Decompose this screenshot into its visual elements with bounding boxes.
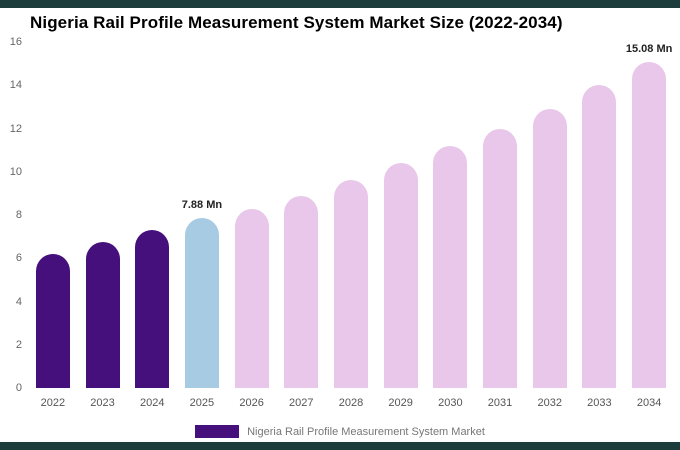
x-axis-label-2034: 2034 <box>636 397 662 409</box>
x-axis-label-2033: 2033 <box>587 397 612 409</box>
data-label-2025: 7.88 Mn <box>181 198 223 211</box>
bar-2022 <box>35 253 70 388</box>
bar-2023 <box>85 242 120 388</box>
legend-label: Nigeria Rail Profile Measurement System … <box>247 425 485 438</box>
plot-area: 2022 2023 2024 2025 7.88 Mn 2026 2027 2028 2029 2… <box>28 42 674 409</box>
y-tick-label: 8 <box>15 209 22 221</box>
bar-column-2027: 2027 <box>276 42 326 409</box>
bar-2027 <box>284 195 319 388</box>
x-axis-label-2028: 2028 <box>338 397 364 409</box>
bar-column-2025: 2025 7.88 Mn <box>177 42 227 409</box>
bar-column-2030: 2030 <box>426 42 476 409</box>
legend: Nigeria Rail Profile Measurement System … <box>0 425 680 438</box>
x-axis-label-2023: 2023 <box>90 397 115 409</box>
top-border-strip <box>0 0 680 8</box>
bar-column-2033: 2033 <box>575 42 625 409</box>
x-axis-label-2027: 2027 <box>289 397 314 409</box>
bar-2031 <box>483 128 518 388</box>
bar-column-2031: 2031 <box>475 42 525 409</box>
y-tick-label: 2 <box>15 338 22 351</box>
bar-2030 <box>433 145 468 388</box>
bar-2026 <box>234 208 269 388</box>
legend-swatch <box>195 425 240 438</box>
bar-column-2026: 2026 <box>227 42 277 409</box>
bar-column-2029: 2029 <box>376 42 426 409</box>
bottom-border-strip <box>0 442 680 450</box>
y-tick-label: 6 <box>15 252 22 265</box>
bar-column-2022: 2022 <box>28 42 78 409</box>
x-axis-label-2024: 2024 <box>139 397 165 409</box>
y-tick-label: 16 <box>9 36 22 48</box>
y-tick-label: 10 <box>9 165 22 178</box>
bar-column-2032: 2032 <box>525 42 575 409</box>
bar-column-2024: 2024 <box>127 42 177 409</box>
bar-column-2023: 2023 <box>78 42 128 409</box>
x-axis-label-2031: 2031 <box>487 397 513 409</box>
x-axis-label-2025: 2025 <box>189 397 215 409</box>
y-tick-label: 12 <box>9 122 22 135</box>
y-tick-label: 0 <box>15 382 22 394</box>
bar-column-2028: 2028 <box>326 42 376 409</box>
x-axis-label-2030: 2030 <box>438 397 463 409</box>
bar-2029 <box>383 163 418 388</box>
bar-2025 <box>184 217 219 388</box>
y-axis: 0 2 4 6 8 10 12 14 16 <box>0 36 24 394</box>
data-label-2034: 15.08 Mn <box>625 42 673 55</box>
bar-2032 <box>532 109 567 388</box>
bar-2034 <box>632 61 667 388</box>
bar-column-2034: 2034 15.08 Mn <box>624 42 674 409</box>
chart-title: Nigeria Rail Profile Measurement System … <box>30 13 563 32</box>
bar-2024 <box>135 230 170 388</box>
bar-2033 <box>582 85 617 388</box>
bar-2028 <box>333 180 368 388</box>
x-axis-label-2026: 2026 <box>239 397 264 409</box>
x-axis-label-2032: 2032 <box>537 397 562 409</box>
y-tick-label: 4 <box>15 295 22 308</box>
y-tick-label: 14 <box>9 79 22 92</box>
x-axis-label-2029: 2029 <box>388 397 413 409</box>
x-axis-label-2022: 2022 <box>40 397 66 409</box>
